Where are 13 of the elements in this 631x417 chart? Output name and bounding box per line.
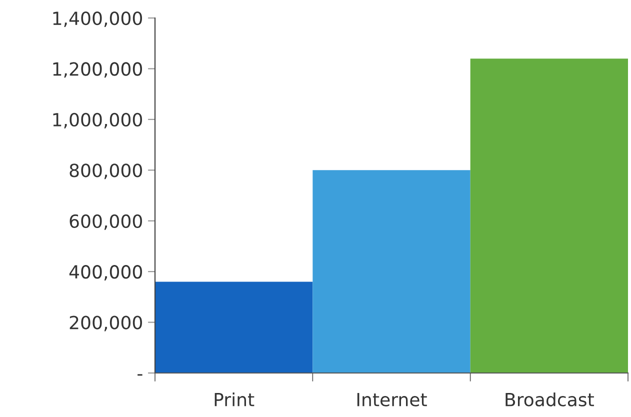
y-tick-label: 1,400,000 — [53, 11, 142, 27]
x-tick-label: Broadcast — [506, 392, 594, 406]
y-tick-label: 1,000,000 — [53, 112, 142, 128]
y-tick-label: 400,000 — [69, 265, 142, 281]
bar — [312, 170, 470, 373]
x-tick-label: Print — [214, 392, 254, 406]
y-tick-label: 800,000 — [70, 164, 142, 180]
y-tick-label: 200,000 — [70, 316, 142, 332]
x-tick-label: Internet — [357, 393, 427, 406]
y-tick-label: 1,200,000 — [53, 62, 142, 78]
y-tick-label: 600,000 — [70, 214, 142, 230]
bar — [155, 282, 313, 373]
y-tick-label: - — [138, 374, 142, 376]
